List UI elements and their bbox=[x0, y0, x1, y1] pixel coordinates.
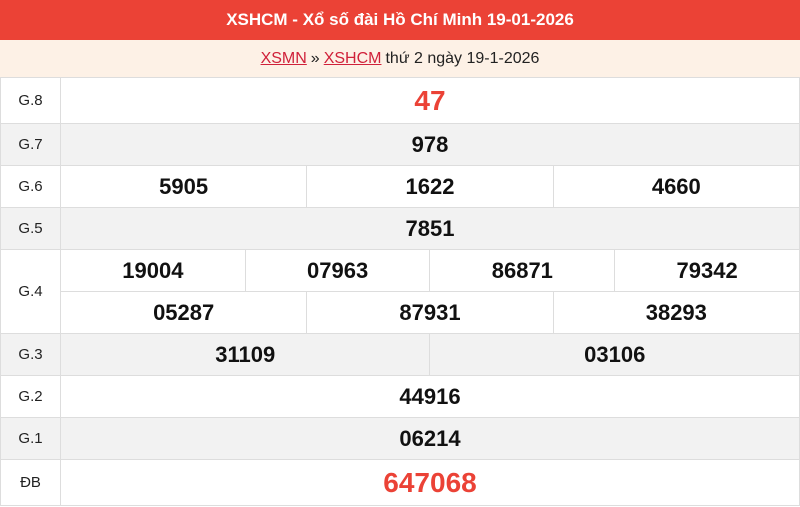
prize-number: 05287 bbox=[59, 291, 308, 334]
prize-row-g3: G.3 31109 03106 bbox=[0, 333, 800, 376]
prize-row-g7: G.7 978 bbox=[0, 123, 800, 166]
prize-row-g1: G.1 06214 bbox=[0, 417, 800, 460]
prize-number: 86871 bbox=[429, 249, 616, 292]
page-title: XSHCM - Xổ số đài Hồ Chí Minh 19-01-2026 bbox=[0, 0, 800, 40]
prize-number: 87931 bbox=[306, 291, 554, 334]
prize-number: 06214 bbox=[60, 417, 800, 460]
results-table: G.8 47 G.7 978 G.6 5905 1622 4660 G.5 7851 G.4… bbox=[0, 77, 800, 506]
prize-label: G.3 bbox=[0, 333, 61, 376]
prize-row-g2: G.2 44916 bbox=[0, 375, 800, 418]
prize-label: G.5 bbox=[0, 207, 61, 250]
prize-number: 38293 bbox=[552, 291, 800, 334]
prize-row-g8: G.8 47 bbox=[0, 77, 800, 124]
prize-number: 31109 bbox=[59, 333, 431, 376]
prize-number: 4660 bbox=[552, 165, 800, 208]
prize-row-g6: G.6 5905 1622 4660 bbox=[0, 165, 800, 208]
prize-row-g5: G.5 7851 bbox=[0, 207, 800, 250]
prize-label: ĐB bbox=[0, 459, 61, 506]
prize-label: G.8 bbox=[0, 77, 61, 124]
prize-number: 03106 bbox=[429, 333, 800, 376]
breadcrumb-separator: » bbox=[310, 49, 320, 67]
prize-number: 1622 bbox=[306, 165, 554, 208]
prize-row-special: ĐB 647068 bbox=[0, 459, 800, 506]
breadcrumb: XSMN » XSHCM thứ 2 ngày 19-1-2026 bbox=[0, 40, 800, 77]
prize-number: 978 bbox=[60, 123, 800, 166]
prize-label: G.1 bbox=[0, 417, 61, 460]
prize-number: 47 bbox=[60, 77, 800, 124]
breadcrumb-link-xsmn[interactable]: XSMN bbox=[260, 49, 307, 67]
prize-number: 07963 bbox=[244, 249, 431, 292]
prize-label: G.7 bbox=[0, 123, 61, 166]
prize-label: G.6 bbox=[0, 165, 61, 208]
prize-label: G.4 bbox=[0, 249, 61, 334]
breadcrumb-date: thứ 2 ngày 19-1-2026 bbox=[385, 49, 540, 67]
prize-number: 5905 bbox=[59, 165, 308, 208]
prize-row-g4-2: 05287 87931 38293 bbox=[1, 291, 800, 334]
special-prize-number: 647068 bbox=[60, 459, 800, 506]
breadcrumb-link-xshcm[interactable]: XSHCM bbox=[323, 49, 382, 67]
prize-number: 7851 bbox=[60, 207, 800, 250]
prize-number: 79342 bbox=[614, 249, 800, 292]
prize-number: 44916 bbox=[60, 375, 800, 418]
prize-label: G.2 bbox=[0, 375, 61, 418]
prize-number: 19004 bbox=[60, 249, 246, 292]
prize-row-g4: G.4 19004 07963 86871 79342 bbox=[0, 249, 800, 334]
